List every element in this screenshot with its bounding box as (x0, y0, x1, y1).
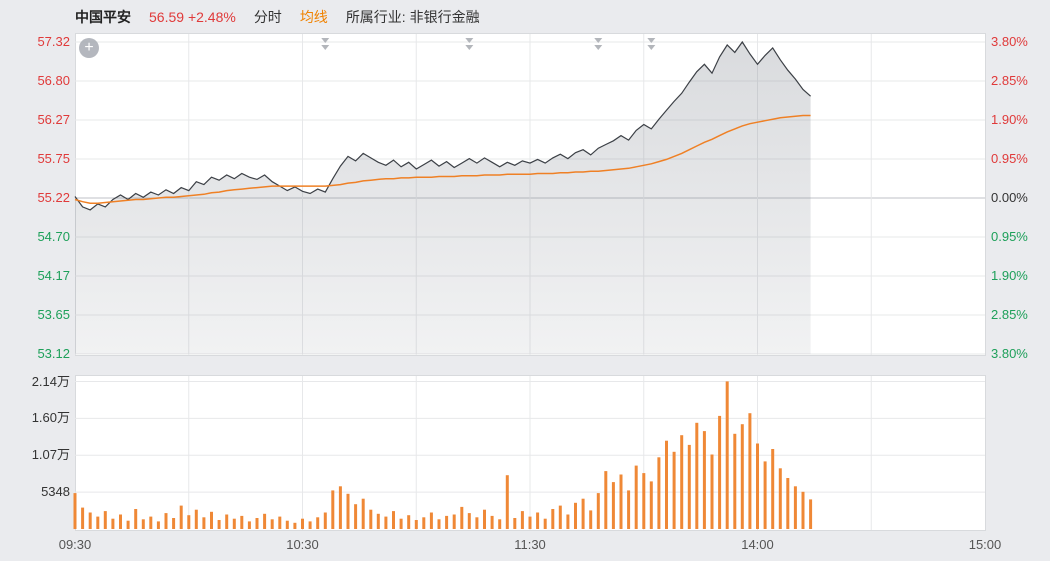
price-axis-label: 53.12 (37, 346, 70, 361)
price-and-change: 56.59 +2.48% (149, 9, 236, 25)
last-price: 56.59 (149, 9, 185, 25)
change-percent: +2.48% (187, 9, 236, 25)
price-axis-label: 55.75 (37, 151, 70, 166)
percent-axis-label: 0.95% (991, 151, 1028, 166)
event-markers[interactable] (321, 38, 656, 50)
percent-axis-label: 3.80% (991, 34, 1028, 49)
percent-axis-label: 2.85% (991, 73, 1028, 88)
volume-axis-label: 1.60万 (31, 410, 70, 426)
price-axis-label: 53.65 (37, 307, 70, 322)
time-axis-label: 09:30 (58, 537, 92, 552)
tab-timeline[interactable]: 分时 (253, 9, 282, 25)
time-axis-label: 14:00 (741, 537, 774, 552)
volume-axis-label: 5348 (41, 484, 70, 500)
volume-axis-label: 2.14万 (31, 373, 70, 389)
percent-axis-label: 1.90% (991, 268, 1028, 283)
price-area-fill (75, 42, 811, 354)
price-axis-label: 54.70 (37, 229, 70, 244)
volume-bars (73, 381, 813, 529)
percent-axis-label: 3.80% (991, 346, 1028, 361)
percent-axis-label: 0.00% (991, 190, 1028, 205)
price-axis-label: 57.32 (37, 34, 70, 49)
price-axis-label: 55.22 (37, 190, 70, 205)
time-axis-label: 10:30 (286, 537, 319, 552)
price-axis-label: 54.17 (37, 268, 70, 283)
price-axis-label: 56.27 (37, 112, 70, 127)
percent-axis-label: 0.95% (991, 229, 1028, 244)
industry-info: 所属行业: 非银行金融 (346, 7, 480, 27)
industry-value: 非银行金融 (409, 9, 480, 25)
percent-axis-label: 1.90% (991, 112, 1028, 127)
stock-name: 中国平安 (75, 9, 131, 25)
average-price-line (74, 114, 811, 204)
chart-header: 中国平安 56.59 +2.48% 分时 均线 所属行业: 非银行金融 (75, 7, 480, 27)
industry-label: 所属行业: (345, 9, 406, 25)
price-line (74, 40, 811, 211)
volume-axis-label: 1.07万 (31, 447, 70, 463)
time-axis-label: 15:00 (968, 537, 1002, 552)
price-axis-label: 56.80 (37, 73, 70, 88)
tab-average-line[interactable]: 均线 (299, 9, 328, 25)
zoom-in-icon[interactable]: + (79, 38, 99, 58)
percent-axis-label: 2.85% (991, 307, 1028, 322)
time-axis-label: 11:30 (514, 537, 546, 552)
